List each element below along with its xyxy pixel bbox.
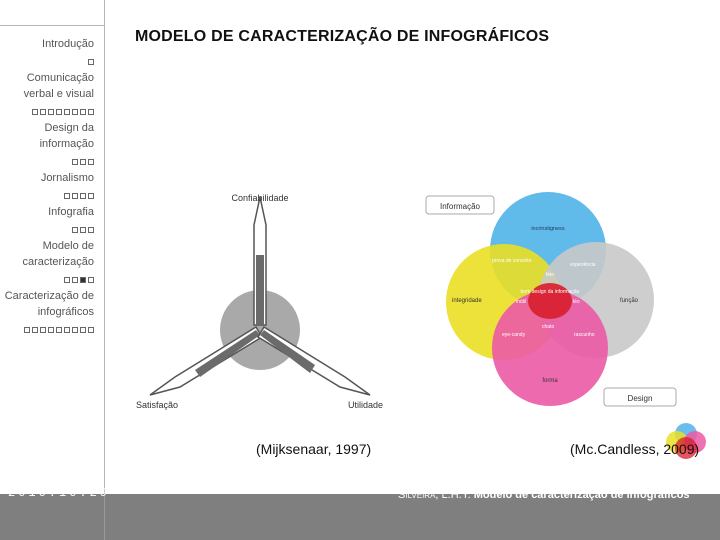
- venn-region-chato: chato: [542, 324, 554, 330]
- triangle-arm-right: [256, 325, 371, 396]
- nav-dot[interactable]: [64, 276, 70, 283]
- nav-list: Introdução Comunicação verbal e visual Des…: [0, 36, 94, 338]
- nav-dot[interactable]: [72, 276, 78, 283]
- sidebar-nav: Introdução Comunicação verbal e visual Des…: [0, 0, 105, 494]
- venn-label-left: integridade: [452, 298, 482, 304]
- venn-label-top: incrinstigness: [531, 226, 565, 232]
- nav-dot[interactable]: [80, 326, 86, 333]
- nav-dot[interactable]: [56, 108, 62, 115]
- triangle-arm-top-fill: [256, 255, 264, 325]
- nav-item[interactable]: Caracterização de infográficos: [0, 288, 94, 338]
- venn-region-feio: feio: [546, 272, 554, 278]
- venn-header-label: Informação: [440, 202, 481, 211]
- nav-item-label: Jornalismo: [40, 172, 94, 184]
- nav-dot-current[interactable]: [80, 276, 86, 283]
- nav-dot[interactable]: [80, 192, 86, 199]
- venn-header-box: [425, 195, 495, 215]
- nav-progress-dots: [0, 220, 94, 238]
- nav-item-label: Introdução: [42, 38, 94, 50]
- nav-item[interactable]: Infografia: [0, 204, 94, 238]
- nav-dot[interactable]: [48, 108, 54, 115]
- footer-bar: [0, 494, 720, 540]
- footer-date-box: [0, 494, 105, 540]
- nav-dot[interactable]: [88, 58, 94, 65]
- venn-caption: (Mc.Candless, 2009): [570, 441, 700, 457]
- nav-dot[interactable]: [48, 326, 54, 333]
- venn-circle-bottom: [492, 290, 608, 406]
- nav-dot[interactable]: [72, 326, 78, 333]
- nav-item-label: Design da informação: [39, 122, 94, 150]
- triangle-label-right: Utilidade: [348, 400, 383, 410]
- venn-region-leo: léo: [573, 299, 580, 305]
- nav-dot[interactable]: [56, 326, 62, 333]
- triangle-caption: (Mijksenaar, 1997): [256, 441, 372, 457]
- nav-dot[interactable]: [64, 108, 70, 115]
- nav-dot[interactable]: [72, 192, 78, 199]
- nav-item[interactable]: Jornalismo: [0, 170, 94, 204]
- triangle-arm-left: [149, 325, 264, 396]
- venn-logo-icon: [666, 423, 706, 459]
- footer-date: 2010.10.29: [8, 486, 111, 500]
- nav-item-label: Modelo de caracterização: [22, 240, 94, 268]
- triangle-model-figure: Confiabilidade Satisfação Utilidade: [136, 193, 383, 410]
- triangle-arm-right-fill: [260, 330, 315, 373]
- nav-dot[interactable]: [40, 108, 46, 115]
- nav-dot[interactable]: [80, 108, 86, 115]
- nav-dot[interactable]: [80, 226, 86, 233]
- nav-item-label: Comunicação verbal e visual: [23, 72, 94, 100]
- triangle-arm-left-fill: [195, 330, 260, 377]
- nav-dot[interactable]: [88, 226, 94, 233]
- nav-item[interactable]: Design da informação: [0, 120, 94, 170]
- venn-label-bottom: forma: [542, 378, 558, 384]
- venn-region-prova: prova de conceito: [492, 258, 532, 264]
- triangle-label-left: Satisfação: [136, 400, 178, 410]
- slide-title: MODELO DE CARACTERIZAÇÃO DE INFOGRÁFICOS: [135, 28, 550, 45]
- triangle-label-top: Confiabilidade: [231, 193, 288, 203]
- nav-progress-dots: [0, 152, 94, 170]
- venn-region-bom: bom design da informação: [521, 289, 580, 295]
- venn-region-rascunho: rascunho: [574, 332, 595, 338]
- nav-item[interactable]: Comunicação verbal e visual: [0, 70, 94, 120]
- nav-progress-dots: [0, 270, 94, 288]
- nav-dot[interactable]: [72, 108, 78, 115]
- footer-reference: Silveira, L.H.Y. Modelo de caracterizaçã…: [398, 489, 690, 501]
- nav-dot[interactable]: [88, 108, 94, 115]
- venn-model-figure: Informação incrinstigness integridade fu…: [425, 192, 677, 407]
- nav-progress-dots: [0, 102, 94, 120]
- venn-center-region: [528, 283, 572, 319]
- venn-label-right: função: [620, 298, 639, 304]
- nav-item[interactable]: Modelo de caracterização: [0, 238, 94, 288]
- nav-dot[interactable]: [88, 158, 94, 165]
- nav-dot[interactable]: [80, 158, 86, 165]
- footer-work-title: Modelo de caracterização de infográficos: [473, 489, 690, 501]
- nav-dot[interactable]: [32, 108, 38, 115]
- nav-item-label: Caracterização de infográficos: [4, 290, 94, 318]
- nav-dot[interactable]: [32, 326, 38, 333]
- nav-dot[interactable]: [64, 326, 70, 333]
- footer-author: Silveira, L.H.Y.: [398, 489, 471, 501]
- nav-item[interactable]: Introdução: [0, 36, 94, 70]
- nav-top-rule: [0, 25, 104, 26]
- nav-item-label: Infografia: [48, 206, 94, 218]
- nav-dot[interactable]: [88, 192, 94, 199]
- venn-footer-box: [603, 387, 677, 407]
- nav-dot[interactable]: [88, 326, 94, 333]
- venn-footer-label: Design: [628, 394, 653, 403]
- nav-dot[interactable]: [64, 192, 70, 199]
- nav-dot[interactable]: [72, 226, 78, 233]
- nav-dot[interactable]: [24, 326, 30, 333]
- venn-region-eyecandy: eye-candy: [502, 332, 526, 338]
- nav-progress-dots: [0, 320, 94, 338]
- venn-region-inutil: inútil: [516, 299, 526, 305]
- nav-dot[interactable]: [72, 158, 78, 165]
- nav-progress-dots: [0, 52, 94, 70]
- nav-progress-dots: [0, 186, 94, 204]
- venn-region-experiencia: experiência: [570, 262, 596, 268]
- nav-dot[interactable]: [88, 276, 94, 283]
- nav-dot[interactable]: [40, 326, 46, 333]
